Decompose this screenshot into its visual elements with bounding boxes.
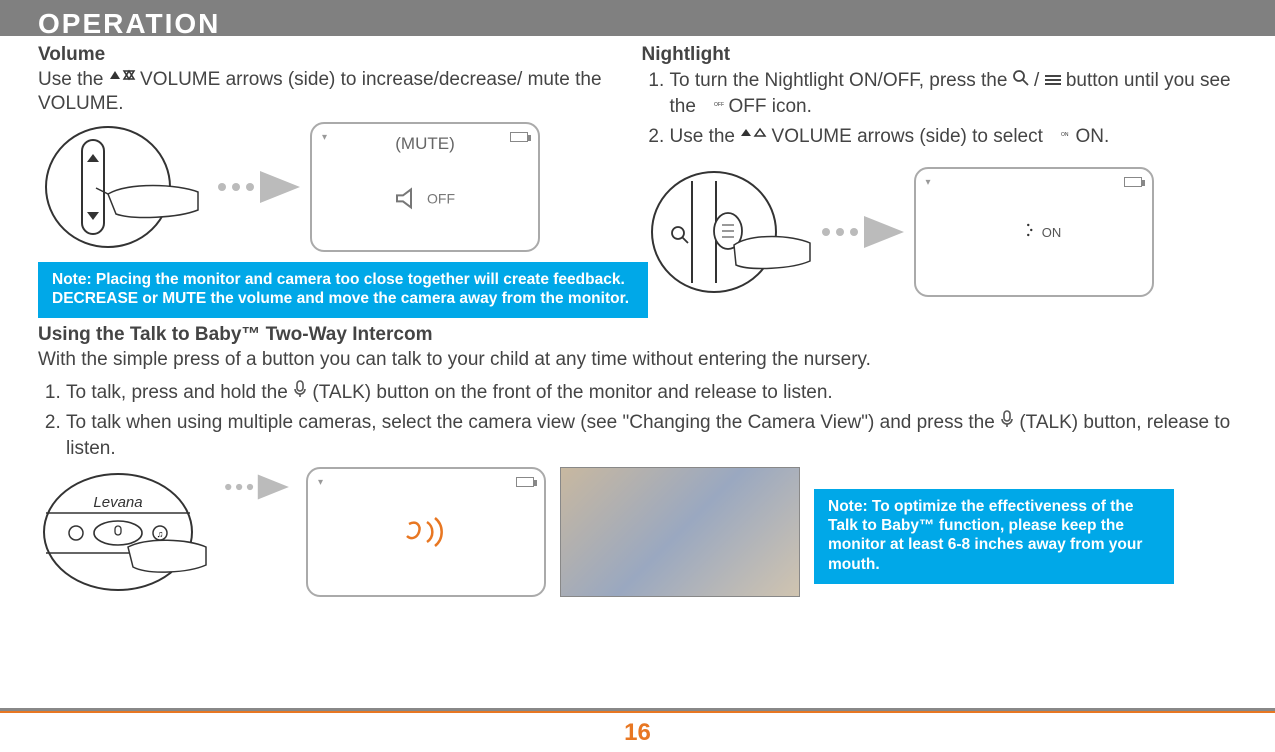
intercom-heading: Using the Talk to Baby™ Two-Way Intercom [38, 324, 1237, 346]
off-label: OFF [427, 191, 455, 207]
nightlight-heading: Nightlight [642, 44, 1238, 66]
nightlight-step-1: To turn the Nightlight ON/OFF, press the… [670, 68, 1238, 120]
moon-on-icon: ON [1048, 124, 1070, 150]
photo-placeholder [560, 467, 800, 597]
svg-text:ON: ON [1061, 132, 1069, 138]
battery-icon [516, 477, 534, 487]
nl-s1-a: To turn the Nightlight ON/OFF, press the [670, 70, 1008, 91]
moon-off-icon: OFF [701, 94, 723, 120]
volume-note: Note: Placing the monitor and camera too… [38, 262, 648, 319]
leads-to-arrow-icon [818, 212, 908, 252]
nightlight-steps: To turn the Nightlight ON/OFF, press the… [642, 68, 1238, 149]
footer-accent [0, 708, 1275, 713]
signal-icon: ▾ [322, 132, 327, 143]
intercom-note: Note: To optimize the effectiveness of t… [814, 489, 1174, 585]
volume-text: Use the VOLUME arrows (side) to increase… [38, 68, 620, 116]
mic-icon [1000, 410, 1014, 436]
intercom-section: Using the Talk to Baby™ Two-Way Intercom… [38, 318, 1237, 597]
intercom-step-1: To talk, press and hold the (TALK) butto… [66, 380, 1237, 406]
svg-text:♫: ♫ [157, 529, 164, 539]
volume-text-before: Use the [38, 69, 103, 90]
intercom-intro: With the simple press of a button you ca… [38, 348, 1237, 372]
nl-s2-b: VOLUME arrows (side) to select [772, 126, 1043, 147]
mic-icon [293, 380, 307, 406]
moon-icon [1006, 219, 1034, 245]
brand-text: Levana [93, 494, 142, 511]
ic-s1-a: To talk, press and hold the [66, 382, 288, 403]
footer: 16 [0, 708, 1275, 752]
ic-s2-a: To talk when using multiple cameras, sel… [66, 412, 995, 433]
signal-icon: ▾ [926, 177, 931, 188]
battery-icon [510, 132, 528, 142]
on-label: ON [1042, 225, 1062, 240]
intercom-steps: To talk, press and hold the (TALK) butto… [38, 380, 1237, 461]
volume-device-illustration [38, 122, 208, 252]
intercom-step-2: To talk when using multiple cameras, sel… [66, 410, 1237, 461]
volume-heading: Volume [38, 44, 620, 66]
leads-to-arrow-icon [214, 167, 304, 207]
nightlight-device-illustration [642, 167, 812, 297]
signal-icon: ▾ [318, 477, 323, 488]
volume-arrows-icon [740, 124, 766, 150]
svg-text:OFF: OFF [714, 102, 724, 108]
talk-waves-icon [401, 512, 451, 552]
volume-screen: ▾ (MUTE) OFF [310, 122, 540, 252]
nl-s2-a: Use the [670, 126, 735, 147]
volume-illustration-row: ▾ (MUTE) OFF [38, 122, 620, 252]
battery-icon [1124, 177, 1142, 187]
mute-label: (MUTE) [395, 134, 454, 154]
nightlight-section: Nightlight To turn the Nightlight ON/OFF… [638, 44, 1238, 318]
volume-arrows-icon [109, 68, 135, 92]
header-bar: OPERATION [0, 0, 1275, 36]
menu-icon [1045, 68, 1061, 94]
nightlight-step-2: Use the VOLUME arrows (side) to select O… [670, 124, 1238, 150]
nl-s1-d: OFF icon. [728, 96, 811, 117]
intercom-device-illustration: Levana ♫ [38, 467, 208, 597]
volume-section: Volume Use the VOLUME arrows (side) to i… [38, 44, 638, 318]
speaker-icon [395, 188, 419, 210]
nightlight-illustration-row: ▾ ON [642, 167, 1238, 297]
content-area: Volume Use the VOLUME arrows (side) to i… [0, 36, 1275, 597]
speaker-off-indicator: OFF [395, 188, 455, 210]
nl-s1-b: / [1034, 70, 1039, 91]
talk-screen: ▾ [306, 467, 546, 597]
nightlight-screen: ▾ ON [914, 167, 1154, 297]
nl-s2-c: ON. [1075, 126, 1109, 147]
page-title: OPERATION [38, 10, 220, 38]
leads-to-arrow-icon [222, 467, 292, 507]
intercom-illustration-row: Levana ♫ ▾ [38, 467, 1237, 597]
magnifier-icon [1013, 68, 1029, 94]
page-number: 16 [624, 719, 651, 747]
moon-on-indicator: ON [1006, 219, 1062, 245]
ic-s1-b: (TALK) button on the front of the monito… [312, 382, 832, 403]
